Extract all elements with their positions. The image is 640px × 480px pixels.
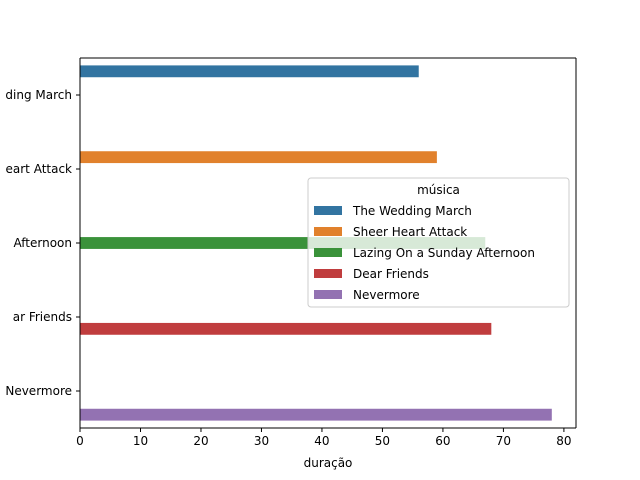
legend-swatch [314, 269, 342, 278]
legend-swatch [314, 227, 342, 236]
bar-lazing-on-a-sunday-afternoon [80, 237, 486, 249]
legend-entry: Dear Friends [353, 267, 429, 281]
bar-dear-friends [80, 322, 492, 335]
y-tick-label: ding March [5, 88, 72, 102]
x-tick-label: 30 [254, 434, 269, 448]
y-ticks-group: ding March eart Attack Afternoon ar Friends… [5, 88, 80, 398]
y-tick-label: Afternoon [14, 236, 73, 250]
legend-swatch [314, 248, 342, 257]
x-axis-label: duração [304, 456, 353, 470]
legend: música The Wedding March Sheer Heart Attac… [307, 177, 570, 308]
x-tick-label: 0 [76, 434, 84, 448]
legend-entry: Nevermore [353, 288, 420, 302]
y-tick-label: ar Friends [13, 310, 72, 324]
bars-group [80, 65, 552, 421]
legend-entry: Sheer Heart Attack [353, 225, 467, 239]
x-tick-label: 20 [193, 434, 208, 448]
x-ticks-group: 0 10 20 30 40 50 60 70 80 [76, 428, 572, 448]
legend-swatch [314, 290, 342, 299]
legend-swatch [314, 206, 342, 215]
x-tick-label: 80 [556, 434, 571, 448]
legend-box [307, 177, 570, 308]
legend-entry: Lazing On a Sunday Afternoon [353, 246, 535, 260]
legend-entry: The Wedding March [352, 204, 472, 218]
bar-nevermore [80, 408, 552, 421]
legend-title: música [417, 183, 460, 197]
x-tick-label: 70 [496, 434, 511, 448]
x-tick-label: 40 [314, 434, 329, 448]
y-tick-label: eart Attack [6, 162, 73, 176]
x-tick-label: 10 [133, 434, 148, 448]
bar-the-wedding-march [80, 65, 419, 78]
y-tick-label: Nevermore [5, 384, 72, 398]
x-tick-label: 60 [435, 434, 450, 448]
bar-sheer-heart-attack [80, 151, 437, 164]
x-tick-label: 50 [375, 434, 390, 448]
